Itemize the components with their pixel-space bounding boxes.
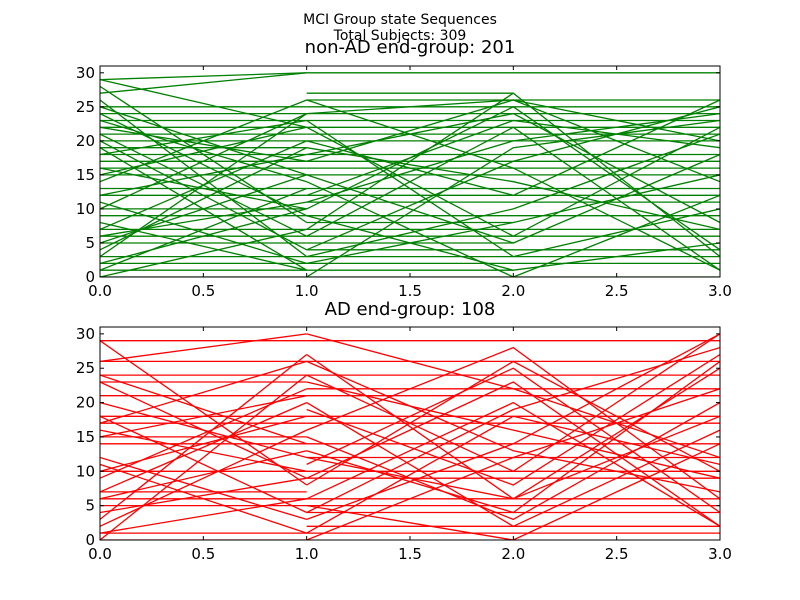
sequence-line bbox=[100, 126, 307, 176]
sequence-line bbox=[100, 228, 307, 277]
sequence-line bbox=[100, 429, 307, 472]
x-tick-label: 0.5 bbox=[191, 282, 215, 300]
sequence-line bbox=[100, 85, 308, 224]
sequence-line bbox=[100, 78, 307, 128]
sequence-line bbox=[306, 106, 720, 251]
y-tick-label: 0 bbox=[85, 531, 95, 549]
figure-title-line2: Total Subjects: 309 bbox=[333, 28, 467, 44]
sequence-line bbox=[306, 174, 720, 265]
y-tick-label: 10 bbox=[76, 462, 95, 480]
sequence-line bbox=[306, 119, 720, 258]
sequence-line bbox=[100, 415, 307, 514]
x-tick-label: 2.5 bbox=[605, 545, 629, 563]
sequence-line bbox=[100, 463, 307, 534]
x-tick-label: 2.0 bbox=[501, 545, 525, 563]
sequence-line bbox=[306, 133, 720, 258]
sequence-line bbox=[306, 153, 720, 244]
y-tick-label: 15 bbox=[76, 428, 95, 446]
y-tick-label: 25 bbox=[76, 359, 95, 377]
sequence-line bbox=[100, 113, 307, 210]
sequence-line bbox=[306, 126, 720, 237]
sequence-line bbox=[306, 367, 720, 514]
sequence-line bbox=[306, 119, 720, 196]
sequence-line bbox=[100, 450, 307, 500]
subplot-ad: AD end-group: 108 0.0 0.5 1.0 1.5 2.0 2.5 3.0 0 5… bbox=[76, 299, 732, 563]
x-tick-label: 1.5 bbox=[398, 282, 422, 300]
x-tick-label: 0.0 bbox=[88, 545, 112, 563]
x-tick-label: 2.0 bbox=[501, 282, 525, 300]
sequence-line bbox=[100, 201, 307, 265]
sequence-line bbox=[306, 99, 720, 271]
y-tick-label: 30 bbox=[76, 64, 95, 82]
sequence-line bbox=[100, 477, 307, 514]
sequence-line bbox=[306, 112, 720, 224]
sequence-line bbox=[306, 346, 720, 514]
sequence-line bbox=[100, 340, 308, 486]
sequence-line bbox=[100, 388, 307, 479]
sequence-line bbox=[100, 401, 307, 459]
sequence-line bbox=[100, 498, 307, 534]
sequence-line bbox=[100, 99, 307, 183]
sequence-line bbox=[100, 360, 307, 424]
sequence-line bbox=[100, 187, 307, 271]
y-tick-label: 15 bbox=[76, 166, 95, 184]
sequence-line bbox=[100, 147, 307, 251]
y-tick-label: 0 bbox=[85, 268, 95, 286]
sequence-line bbox=[306, 353, 720, 486]
subplot-title: non-AD end-group: 201 bbox=[305, 37, 516, 58]
x-tick-label: 3.0 bbox=[708, 282, 732, 300]
sequence-lines bbox=[100, 72, 720, 277]
sequence-line bbox=[306, 215, 720, 271]
sequence-line bbox=[100, 374, 307, 445]
sequence-line bbox=[100, 140, 308, 251]
x-tick-label: 1.0 bbox=[295, 545, 319, 563]
sequence-line bbox=[306, 92, 720, 258]
y-tick-label: 30 bbox=[76, 325, 95, 343]
sequence-line bbox=[100, 353, 308, 520]
x-tick-label: 2.5 bbox=[605, 282, 629, 300]
sequence-line bbox=[306, 402, 720, 521]
y-tick-label: 20 bbox=[76, 394, 95, 412]
x-tick-label: 1.0 bbox=[295, 282, 319, 300]
sequence-line bbox=[100, 374, 308, 540]
sequence-line bbox=[100, 415, 307, 472]
sequence-line bbox=[100, 333, 307, 363]
sequence-lines bbox=[100, 333, 720, 540]
y-tick-label: 5 bbox=[85, 497, 95, 515]
sequence-line bbox=[100, 153, 307, 196]
sequence-line bbox=[306, 415, 720, 534]
sequence-line bbox=[100, 72, 307, 94]
sequence-line bbox=[100, 456, 307, 521]
sequence-line bbox=[100, 119, 307, 156]
subplot-non-ad: non-AD end-group: 201 0.0 0.5 1.0 1.5 2.0 2.5 3… bbox=[76, 37, 732, 300]
sequence-line bbox=[306, 333, 720, 473]
sequence-line bbox=[100, 99, 308, 258]
sequence-line bbox=[306, 381, 720, 479]
sequence-line bbox=[100, 402, 307, 493]
y-tick-label: 25 bbox=[76, 98, 95, 116]
sequence-line bbox=[100, 429, 307, 527]
sequence-line bbox=[306, 360, 720, 493]
sequence-line bbox=[100, 201, 307, 237]
sequence-line bbox=[100, 133, 307, 237]
sequence-line bbox=[306, 112, 720, 203]
y-tick-label: 10 bbox=[76, 200, 95, 218]
x-tick-label: 0.0 bbox=[88, 282, 112, 300]
x-tick-label: 1.5 bbox=[398, 545, 422, 563]
sequence-line bbox=[306, 367, 720, 500]
x-tick-label: 0.5 bbox=[191, 545, 215, 563]
x-tick-label: 3.0 bbox=[708, 545, 732, 563]
sequence-line bbox=[306, 443, 720, 540]
sequence-line bbox=[100, 208, 307, 265]
subplot-title: AD end-group: 108 bbox=[325, 299, 496, 320]
sequence-line bbox=[306, 147, 720, 231]
figure-title-line1: MCI Group state Sequences bbox=[303, 12, 497, 28]
sequence-line bbox=[306, 360, 720, 486]
y-tick-label: 20 bbox=[76, 132, 95, 150]
sequence-line bbox=[306, 401, 720, 527]
sequence-line bbox=[100, 72, 307, 81]
y-tick-label: 5 bbox=[85, 234, 95, 252]
sequence-line bbox=[306, 126, 720, 271]
